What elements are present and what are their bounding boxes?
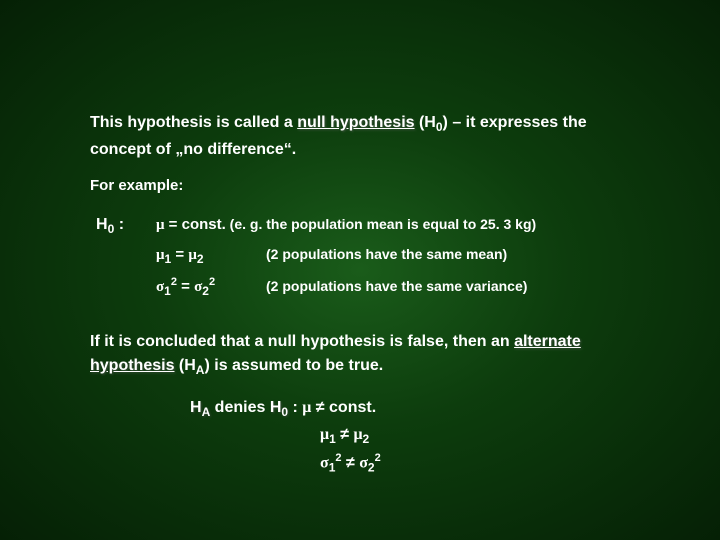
example-row-3: σ12 = σ22 (2 populations have the same v… bbox=[96, 276, 630, 298]
examples-block: H0 : μ = const. (e. g. the population me… bbox=[96, 216, 630, 298]
denies-row-3: σ12 ≠ σ22 bbox=[320, 452, 630, 475]
h0-subscript: 0 bbox=[436, 120, 443, 134]
for-example-label: For example: bbox=[90, 177, 630, 194]
slide-content: This hypothesis is called a null hypothe… bbox=[0, 0, 720, 474]
denies-row-1: HA denies H0 : μ ≠ const. bbox=[190, 399, 630, 419]
denies-block: HA denies H0 : μ ≠ const. bbox=[190, 399, 630, 419]
denies-row-2: μ1 ≠ μ2 bbox=[320, 426, 630, 446]
alternate-paragraph: If it is concluded that a null hypothesi… bbox=[90, 330, 630, 379]
example-row-2: μ1 = μ2 (2 populations have the same mea… bbox=[96, 246, 630, 266]
ex3-equation: σ12 = σ22 bbox=[156, 276, 266, 298]
h0-open: (H bbox=[415, 114, 436, 131]
null-hypothesis-term: null hypothesis bbox=[297, 114, 414, 131]
example-row-1: H0 : μ = const. (e. g. the population me… bbox=[96, 216, 630, 236]
ex2-equation: μ1 = μ2 bbox=[156, 246, 266, 266]
ex2-desc: (2 populations have the same mean) bbox=[266, 246, 507, 262]
ex3-desc: (2 populations have the same variance) bbox=[266, 278, 527, 294]
intro-paragraph: This hypothesis is called a null hypothe… bbox=[90, 110, 630, 163]
intro-prefix: This hypothesis is called a bbox=[90, 114, 297, 131]
ex1-equation-and-desc: μ = const. (e. g. the population mean is… bbox=[156, 216, 536, 234]
h0-label: H0 : bbox=[96, 216, 156, 236]
